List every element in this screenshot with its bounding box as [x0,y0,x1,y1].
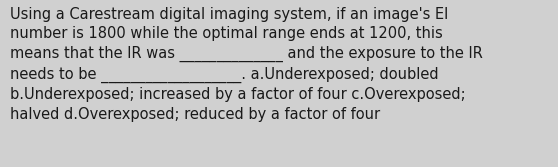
Text: Using a Carestream digital imaging system, if an image's EI
number is 1800 while: Using a Carestream digital imaging syste… [10,7,483,122]
